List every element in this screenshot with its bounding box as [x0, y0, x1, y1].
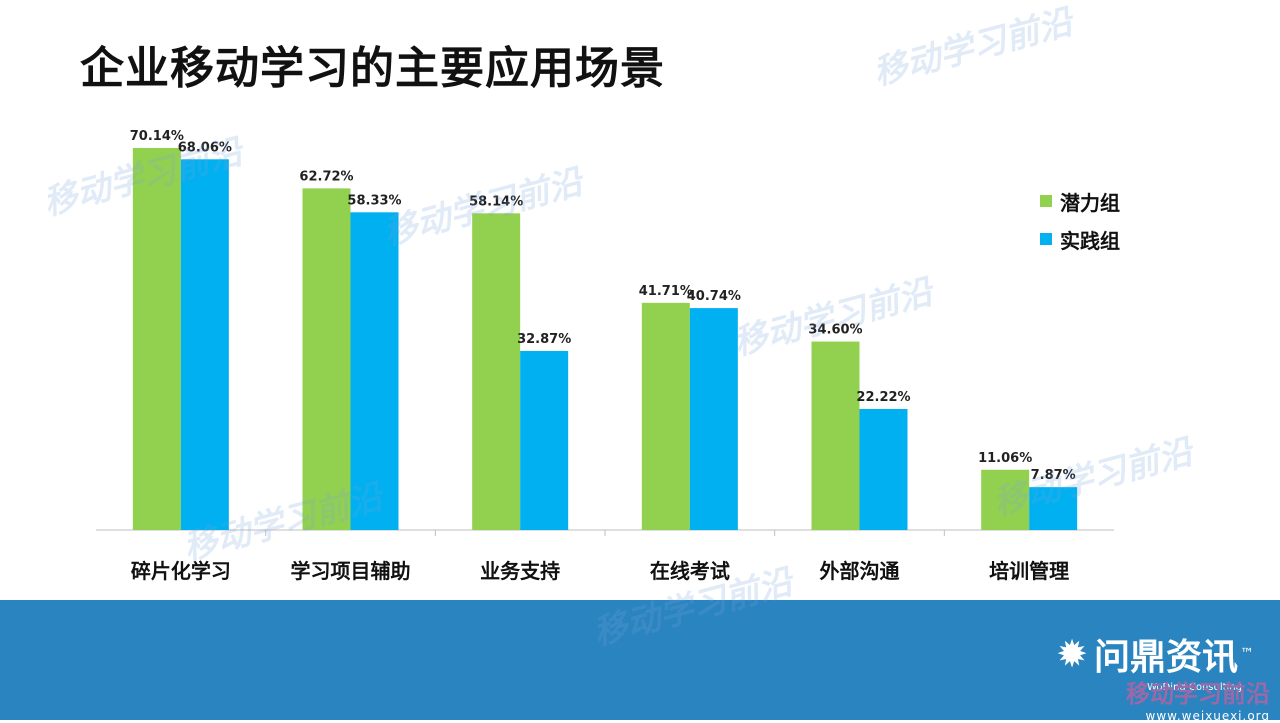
- chart-legend: 潜力组 实践组: [1040, 182, 1120, 258]
- bar-series-2: [520, 350, 569, 530]
- brand-name: 问鼎资讯: [1093, 637, 1238, 678]
- data-label: 70.14%: [130, 129, 184, 144]
- legend-item-series-1: 潜力组: [1040, 182, 1120, 220]
- data-label: 32.87%: [517, 332, 571, 347]
- bar-series-2: [350, 212, 399, 530]
- site-watermark: 移动学习前沿 www.weixuexi.org: [1126, 674, 1270, 723]
- bar-series-1: [811, 341, 860, 530]
- bar-chart: 70.14%68.06% 碎片化学习 62.72% 58.33% 学习项目辅助 58.14…: [96, 129, 1114, 583]
- legend-swatch-series-2: [1040, 233, 1052, 245]
- brand-subtitle: WoDing Consulting: [1147, 682, 1242, 693]
- data-label: 68.06%: [178, 140, 232, 155]
- bar-series-2: [180, 159, 229, 530]
- category-label: 外部沟通: [820, 559, 900, 583]
- data-label: 7.87%: [1031, 468, 1076, 483]
- bar-series-1: [302, 188, 351, 530]
- legend-swatch-series-1: [1040, 195, 1052, 207]
- data-label: 58.33%: [347, 193, 401, 208]
- category-label: 碎片化学习: [131, 559, 231, 583]
- data-label: 58.14%: [469, 194, 523, 209]
- site-name: 移动学习前沿: [1126, 680, 1270, 708]
- bar-series-1: [981, 469, 1030, 530]
- footer-bar: [0, 600, 1280, 720]
- data-label: 40.74%: [687, 289, 741, 304]
- bar-series-2: [689, 308, 738, 530]
- category-label: 学习项目辅助: [291, 559, 411, 583]
- data-label: 41.71%: [639, 284, 693, 299]
- category-label: 业务支持: [480, 559, 560, 583]
- bar-series-1: [641, 302, 690, 530]
- category-label: 培训管理: [989, 559, 1069, 583]
- brand-logo: ✹ 问鼎资讯 ™: [1056, 628, 1254, 680]
- legend-label-series-2: 实践组: [1060, 228, 1120, 253]
- legend-label-series-1: 潜力组: [1060, 190, 1120, 215]
- data-label: 11.06%: [978, 451, 1032, 466]
- data-label: 22.22%: [856, 390, 910, 405]
- legend-item-series-2: 实践组: [1040, 220, 1120, 258]
- site-url: www.weixuexi.org: [1145, 709, 1270, 723]
- bar-series-1: [472, 213, 521, 530]
- page-title: 企业移动学习的主要应用场景: [80, 43, 665, 94]
- data-label: 62.72%: [299, 169, 353, 184]
- data-label: 34.60%: [808, 323, 862, 338]
- category-label: 在线考试: [650, 559, 730, 583]
- gear-sun-icon: ✹: [1056, 632, 1088, 676]
- bar-series-2: [859, 408, 908, 530]
- bar-series-1: [132, 147, 181, 530]
- bar-series-2: [1029, 487, 1078, 530]
- trademark-mark: ™: [1240, 646, 1254, 662]
